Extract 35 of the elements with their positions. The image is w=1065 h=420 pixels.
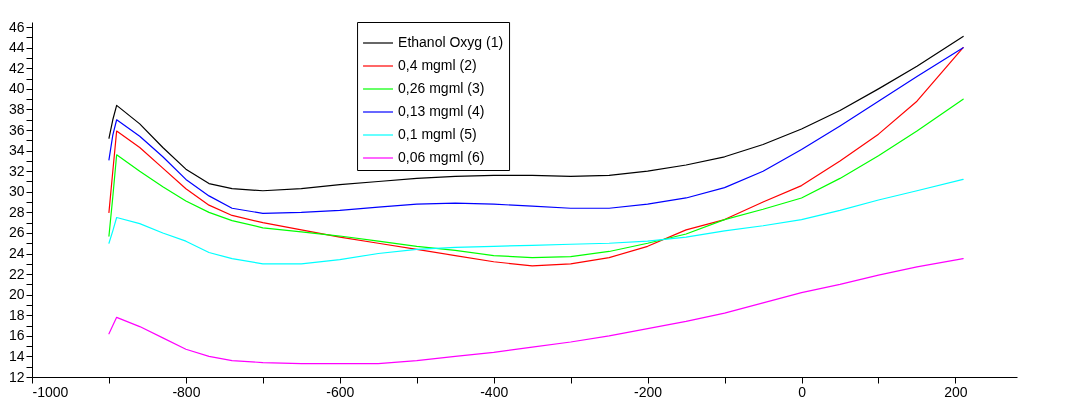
legend-label: 0,1 mgml (5) <box>398 126 477 142</box>
y-tick-label: 18 <box>8 306 25 323</box>
legend-label: 0,13 mgml (4) <box>398 103 485 119</box>
y-tick-label: 20 <box>8 286 25 303</box>
x-tick-label: 0 <box>798 383 807 400</box>
legend-label: 0,06 mgml (6) <box>398 149 485 165</box>
y-tick-label: 30 <box>8 183 25 200</box>
x-tick-label: -600 <box>326 383 355 400</box>
x-tick-label: -800 <box>172 383 201 400</box>
legend-label: 0,26 mgml (3) <box>398 80 485 96</box>
y-tick-label: 12 <box>8 368 25 385</box>
y-tick-label: 44 <box>8 39 25 56</box>
y-tick-label: 28 <box>8 203 25 220</box>
y-tick-label: 46 <box>8 18 25 35</box>
x-tick-label: -1000 <box>32 383 69 400</box>
y-tick-label: 26 <box>8 224 25 241</box>
y-tick-label: 24 <box>8 245 25 262</box>
y-tick-label: 36 <box>8 121 25 138</box>
x-tick-label: -400 <box>480 383 509 400</box>
legend-label: 0,4 mgml (2) <box>398 57 477 73</box>
y-tick-label: 16 <box>8 327 25 344</box>
line-series <box>108 98 964 259</box>
y-tick-label: 42 <box>8 59 25 76</box>
y-tick-label: 38 <box>8 100 25 117</box>
line-series <box>108 258 964 365</box>
y-tick-label: 32 <box>8 162 25 179</box>
y-tick-label: 14 <box>8 347 25 364</box>
legend-label: Ethanol Oxyg (1) <box>398 34 504 50</box>
line-series <box>108 178 964 265</box>
y-tick-label: 34 <box>8 142 25 159</box>
x-tick-label: -200 <box>634 383 663 400</box>
y-tick-label: 22 <box>8 265 25 282</box>
x-tick-label: 200 <box>944 383 968 400</box>
y-tick-label: 40 <box>8 80 25 97</box>
line-series <box>108 35 964 192</box>
